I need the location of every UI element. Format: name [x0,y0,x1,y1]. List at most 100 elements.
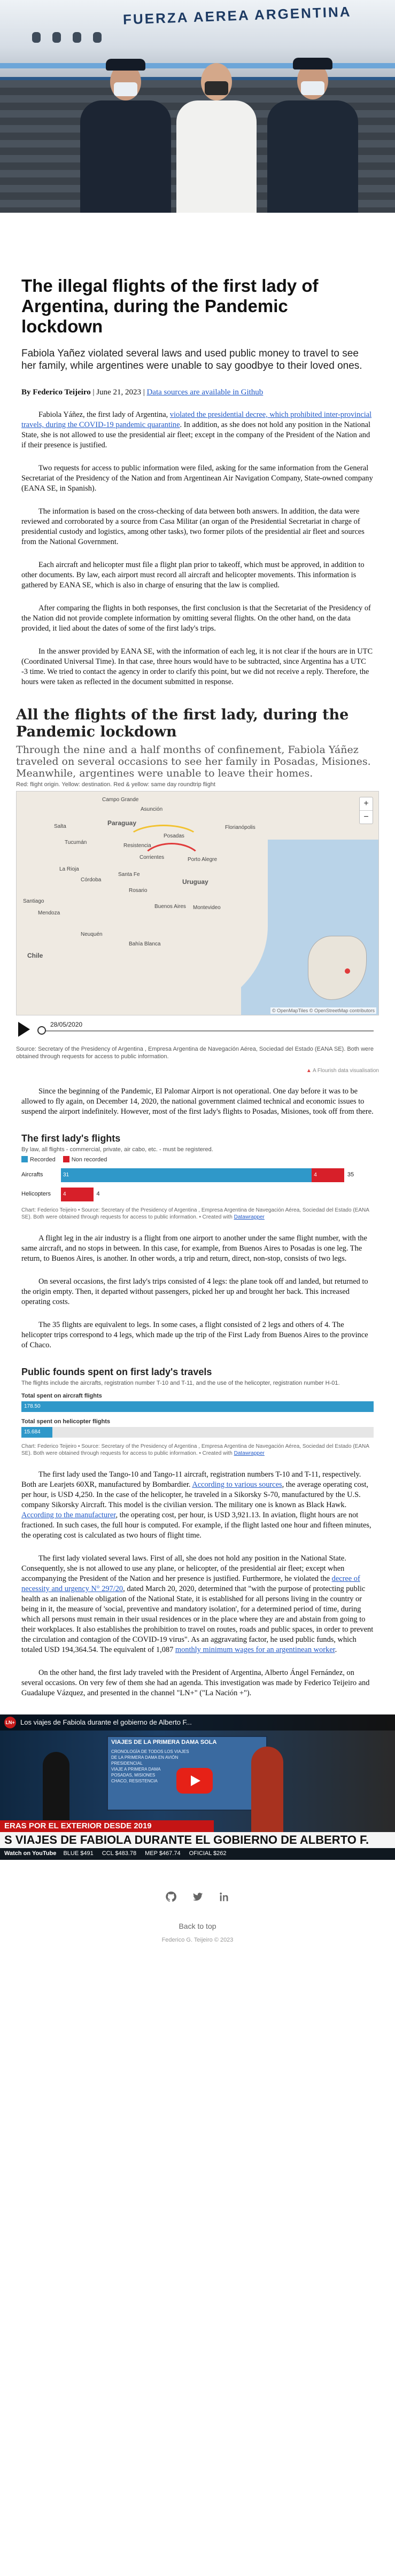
first-lady [176,58,257,213]
article-title: The illegal flights of the first lady of… [21,276,319,336]
paragraph-11: The first lady used the Tango-10 and Tan… [21,1470,371,1540]
legend-recorded: Recorded [21,1156,56,1163]
map-timeline: 28/05/2020 [16,1020,379,1041]
paragraph-6: In the answer provided by EANA SE, with … [21,647,373,686]
timeline-track[interactable] [37,1030,374,1031]
map-label: Santiago [23,898,44,904]
paragraph-10: The 35 flights are equivalent to legs. I… [21,1321,368,1349]
github-icon[interactable] [165,1891,177,1903]
paragraph-7: Since the beginning of the Pandemic, El … [21,1087,374,1116]
decree-link[interactable]: violated the presidential decree, which … [21,410,372,429]
map-label: Córdoba [81,877,102,883]
map-source: Source: Secretary of the Presidency of A… [16,1046,374,1060]
flourish-credit[interactable]: ▲ A Flourish data visualisation [306,1068,379,1074]
paragraph-9: On several occasions, the first lady's t… [21,1277,368,1306]
flights-map[interactable]: Asunción Campo Grande Paraguay Posadas P… [16,791,379,1015]
video-title[interactable]: Los viajes de Fabiola durante el gobiern… [20,1718,192,1726]
twitter-icon[interactable] [192,1891,204,1903]
hero-image: FUERZA AEREA ARGENTINA [0,0,395,213]
author: By Federico Teijeiro [21,388,91,397]
map-label: La Rioja [59,866,79,872]
zoom-out-button[interactable]: − [360,810,373,824]
bar-row: Aircrafts 31 4 35 [21,1168,374,1182]
sources-link[interactable]: According to various sources [192,1480,282,1489]
play-icon[interactable] [18,1022,30,1037]
bar-total-label: 4 [96,1191,100,1197]
bar-category-label: Aircrafts [21,1171,43,1178]
article: The illegal flights of the first lady of… [0,276,395,687]
presenter [251,1747,283,1843]
video-ticker: Watch on YouTube BLUE $491 CCL $483.78 MEP… [0,1848,395,1860]
datawrapper-link[interactable]: Datawrapper [234,1214,265,1220]
footer: Back to top Federico G. Teijeiro © 2023 [0,1891,395,1943]
map-label: Buenos Aires [154,904,186,910]
data-sources-link[interactable]: Data sources are available in Github [146,388,264,397]
page: FUERZA AEREA ARGENTINA The illegal fligh… [0,0,395,1943]
paragraph-2: Two requests for access to public inform… [21,464,373,493]
social-icons [0,1891,395,1903]
map-label: Neuquén [81,932,103,937]
map-legend: Red: flight origin. Yellow: destination.… [16,781,215,788]
spend-aircraft-bar: 178.50 [21,1401,374,1412]
article-subtitle: Fabiola Yañez violated several laws and … [21,348,362,371]
back-to-top-link[interactable]: Back to top [179,1922,216,1930]
manufacturer-link[interactable]: According to the manufacturer [21,1511,116,1519]
spend-heli-bar-track: 15.684 [21,1427,374,1438]
pilot-left [80,52,171,213]
decree-297-link[interactable]: decree of necessity and urgency N° 297/2… [21,1574,360,1593]
copyright: Federico G. Teijeiro © 2023 [161,1937,234,1943]
paragraph-5: After comparing the flights in both resp… [21,604,371,633]
chart-description: The flights include the aircrafts, regis… [21,1380,340,1386]
chart-title: Public founds spent on first lady's trav… [21,1367,212,1377]
map-label: Tucumán [65,840,87,845]
map-label: Posadas [164,833,184,839]
minimum-wage-link[interactable]: monthly minimum wages for an argentinean… [175,1646,335,1654]
channel-logo[interactable]: LN+ [4,1717,16,1728]
spend-heli-label: Total spent on helicopter flights [21,1418,111,1425]
paragraph-3: The information is based on the cross-ch… [21,507,365,546]
bar-area: 31 4 35 [61,1168,354,1182]
map-title: All the flights of the first lady, durin… [16,707,349,740]
linkedin-icon[interactable] [219,1891,230,1903]
map-label: Uruguay [182,878,208,886]
spend-chart: Public founds spent on first lady's trav… [21,1367,374,1457]
chart-source: Chart: Federico Teijeiro • Source: Secre… [21,1207,369,1220]
map-label: Mendoza [38,910,60,916]
watch-on-youtube[interactable]: Watch on YouTube [4,1850,57,1857]
datawrapper-link[interactable]: Datawrapper [234,1450,265,1456]
map-subtitle: Through the nine and a half months of co… [16,744,371,779]
map-label: Resistencia [123,843,151,849]
lower-third-top: ERAS POR EL EXTERIOR DESDE 2019 [0,1820,214,1832]
plane-stripe [0,63,395,68]
publish-date: | June 21, 2023 | [90,388,147,397]
map-label: Florianópolis [225,825,255,831]
map-attribution: © OpenMapTiles © OpenStreetMap contribut… [270,1007,376,1014]
route-arc [140,843,204,886]
map-zoom-controls: + − [359,797,373,824]
legend-non-recorded: Non recorded [63,1156,107,1163]
screen-title: VIAJES DE LA PRIMERA DAMA SOLA [111,1739,217,1745]
flights-chart: The first lady's flights By law, all fli… [21,1133,374,1221]
play-button-icon[interactable] [176,1768,213,1794]
timeline-handle[interactable] [37,1026,46,1035]
spend-aircraft-bar-track: 178.50 [21,1401,374,1412]
screen-text: CRONOLOGÍA DE TODOS LOS VIAJES DE LA PRIM… [111,1749,189,1783]
video-embed[interactable]: VIAJES DE LA PRIMERA DAMA SOLA CRONOLOGÍ… [0,1714,395,1860]
map-label: Campo Grande [102,797,139,803]
spend-aircraft-label: Total spent on aircraft flights [21,1393,102,1399]
paragraph-4: Each aircraft and helicopter must file a… [21,561,365,589]
paragraph-8: A flight leg in the air industry is a fl… [21,1234,367,1263]
map-label: Paraguay [107,819,137,827]
locator-inset-map [308,936,367,1000]
zoom-in-button[interactable]: + [363,799,369,808]
map-label: Porto Alegre [188,857,218,863]
video-title-bar: LN+ Los viajes de Fabiola durante el gob… [0,1714,395,1731]
spend-heli-bar: 15.684 [21,1427,52,1438]
pilot-right [267,52,358,213]
chart-source: Chart: Federico Teijeiro • Source: Secre… [21,1444,369,1456]
plane-windows [32,32,102,43]
article-continued: Since the beginning of the Pandemic, El … [0,1087,395,1698]
bar-segment-recorded: 31 [61,1168,312,1182]
